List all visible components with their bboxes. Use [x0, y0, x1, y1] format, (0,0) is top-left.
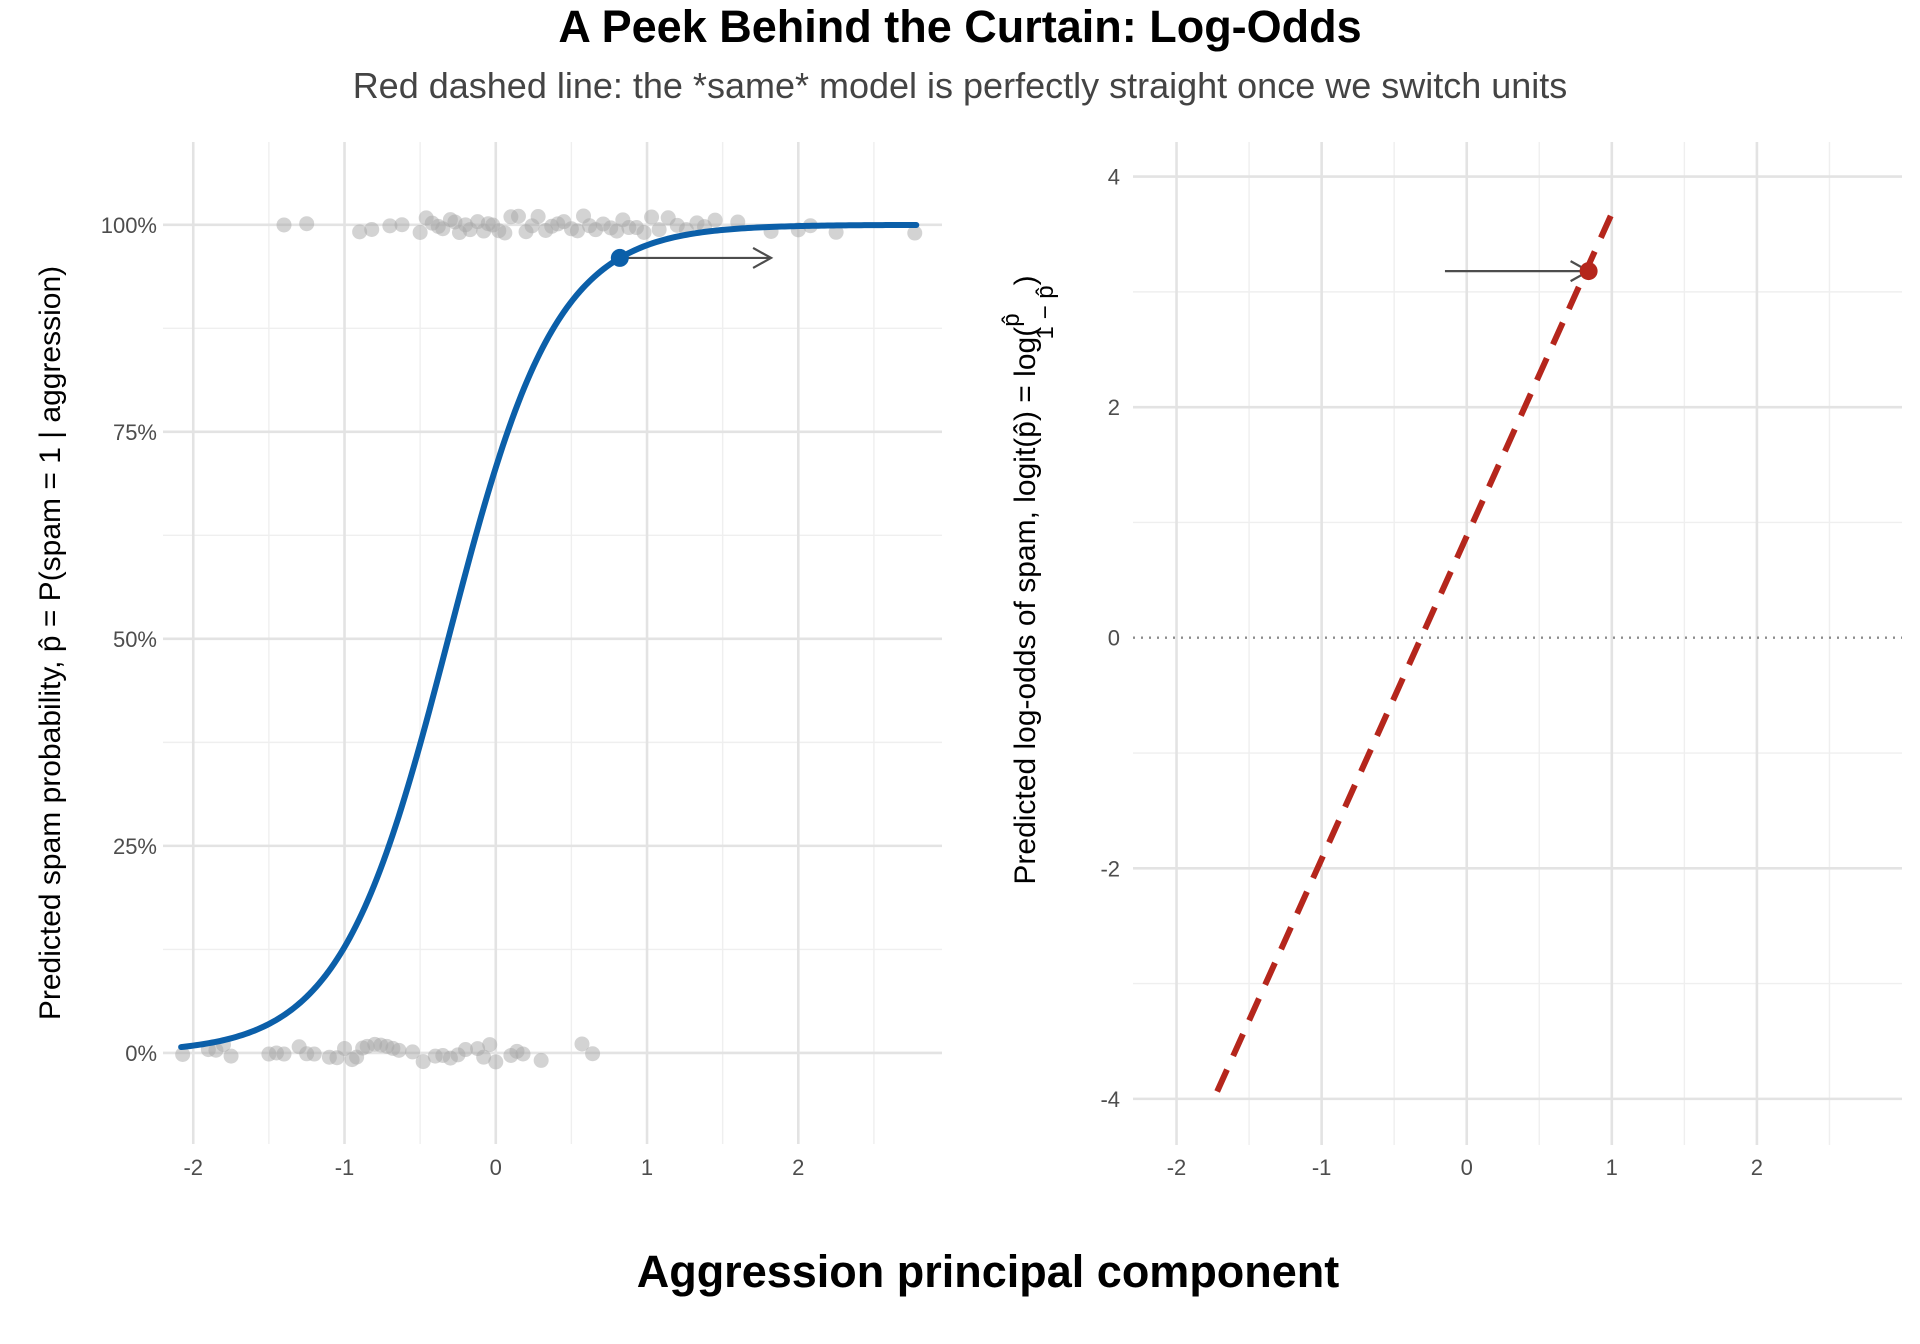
right-y-tick-label: -4 [1100, 1087, 1120, 1112]
right-x-tick-label: 0 [1461, 1155, 1473, 1180]
data-point [276, 217, 292, 233]
data-point [609, 223, 625, 239]
data-point [223, 1048, 239, 1064]
data-point [510, 208, 526, 224]
left-y-tick-labels: 0% 25% 50% 75% 100% [101, 213, 157, 1066]
right-x-tick-label: 1 [1606, 1155, 1618, 1180]
left-panel: -2 -1 0 1 2 0% 25% 50% 75% 100% Predicted spam p… [34, 142, 942, 1180]
right-x-tick-label: -2 [1167, 1155, 1187, 1180]
right-panel: -2 -1 0 1 2 -4 -2 0 2 4 Predicted log-odds of sp… [998, 142, 1902, 1180]
left-y-tick-label: 0% [125, 1041, 157, 1066]
data-point [533, 1052, 549, 1068]
data-point [391, 1042, 407, 1058]
data-point [276, 1046, 292, 1062]
data-point [415, 1054, 431, 1070]
left-y-tick-label: 25% [113, 834, 157, 859]
data-point [488, 1054, 504, 1070]
x-axis-label: Aggression principal component [637, 1246, 1340, 1297]
data-point [306, 1046, 322, 1062]
data-point [644, 209, 660, 225]
data-point [515, 1046, 531, 1062]
left-highlight-point [610, 248, 629, 267]
right-y-tick-label: 4 [1108, 165, 1120, 190]
left-x-tick-label: 0 [490, 1155, 502, 1180]
right-y-label-text: Predicted log-odds of spam, logit(p̂) = … [998, 275, 1059, 884]
right-y-label-frac-num: p̂ [998, 313, 1025, 326]
left-y-tick-label: 75% [113, 420, 157, 445]
left-y-tick-label: 50% [113, 627, 157, 652]
data-point [458, 1042, 474, 1058]
left-y-axis-label: Predicted spam probability, p̂ = P(spam … [34, 266, 67, 1020]
data-point [364, 221, 380, 237]
logistic-curve [178, 221, 920, 1051]
right-x-tick-labels: -2 -1 0 1 2 [1167, 1155, 1763, 1180]
right-grid [1133, 142, 1902, 1145]
right-y-label-suffix: ) [1009, 275, 1042, 285]
data-point [651, 222, 667, 238]
data-point [337, 1040, 353, 1056]
data-point [482, 1037, 498, 1053]
data-point [530, 209, 546, 225]
data-point [907, 225, 923, 241]
data-point [574, 1036, 590, 1052]
data-point [585, 1046, 601, 1062]
data-point [828, 224, 844, 240]
right-x-tick-label: -1 [1312, 1155, 1332, 1180]
right-y-tick-labels: -4 -2 0 2 4 [1100, 165, 1120, 1112]
data-point [497, 225, 513, 241]
left-x-tick-label: 1 [641, 1155, 653, 1180]
data-point [394, 217, 410, 233]
data-point [636, 224, 652, 240]
data-point [707, 212, 723, 228]
left-x-tick-label: -2 [183, 1155, 203, 1180]
left-x-tick-label: -1 [335, 1155, 355, 1180]
left-x-tick-label: 2 [792, 1155, 804, 1180]
data-point [175, 1047, 191, 1063]
chart-subtitle: Red dashed line: the *same* model is per… [353, 65, 1568, 106]
right-y-tick-label: -2 [1100, 856, 1120, 881]
chart-title: A Peek Behind the Curtain: Log-Odds [558, 1, 1361, 52]
log-odds-dashed-line [1214, 212, 1615, 1093]
right-y-tick-label: 0 [1108, 626, 1120, 651]
right-highlight-point [1579, 262, 1598, 281]
right-y-label-prefix: Predicted log-odds of spam, logit( [1009, 438, 1042, 885]
data-point [382, 218, 398, 234]
right-y-label-p: p̂ [1009, 421, 1042, 438]
data-point [405, 1044, 421, 1060]
right-y-label-mid: ) = log( [1009, 327, 1042, 421]
data-point [352, 224, 368, 240]
data-point [569, 223, 585, 239]
data-point [476, 1049, 492, 1065]
left-x-tick-labels: -2 -1 0 1 2 [183, 1155, 804, 1180]
data-point [412, 224, 428, 240]
left-arrow-head [752, 246, 774, 269]
data-point [299, 216, 315, 232]
right-y-label-frac-den: 1 − p̂ [1032, 285, 1059, 339]
left-y-tick-label: 100% [101, 213, 157, 238]
left-arrow [625, 246, 774, 269]
right-y-axis-label: Predicted log-odds of spam, logit(p̂) = … [998, 275, 1059, 884]
left-grid [163, 142, 942, 1144]
right-y-tick-label: 2 [1108, 395, 1120, 420]
right-x-tick-label: 2 [1751, 1155, 1763, 1180]
